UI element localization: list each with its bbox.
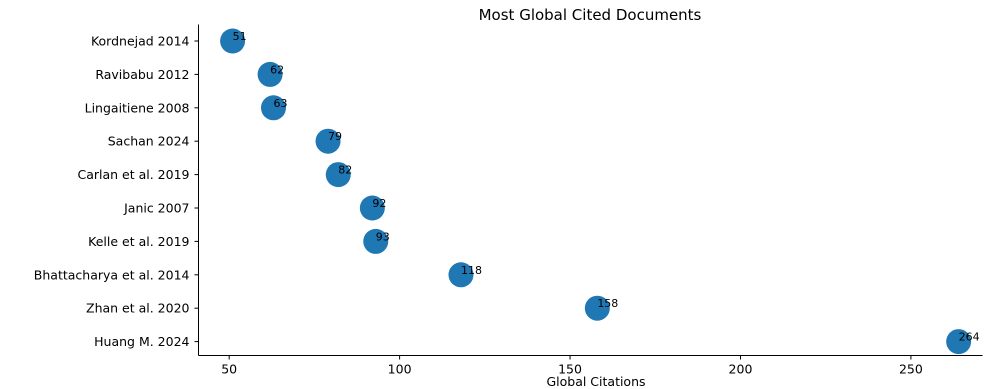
data-point [315,128,341,154]
data-point [260,95,286,121]
chart-title: Most Global Cited Documents [479,6,702,24]
data-point [359,195,385,221]
y-tick-label: Huang M. 2024 [94,334,189,349]
x-tick-label: 50 [221,362,237,377]
y-tick-label: Lingaitiene 2008 [85,100,190,115]
data-point [363,228,389,254]
data-label: 158 [597,297,618,310]
data-label: 92 [372,197,386,210]
data-label: 62 [270,63,284,76]
data-point [584,295,610,321]
y-tick-label: Kordnejad 2014 [91,34,190,49]
y-tick-label: Kelle et al. 2019 [88,234,189,249]
x-tick-label: 150 [558,362,582,377]
data-label: 82 [338,164,352,177]
data-labels: 51 62 63 79 82 92 93 118 158 264 [233,30,980,344]
data-point [448,262,474,288]
data-label: 264 [959,331,980,344]
y-tick-label: Carlan et al. 2019 [77,167,189,182]
y-tick-label: Zhan et al. 2020 [86,301,190,316]
data-point [946,329,972,355]
data-point [220,28,246,54]
x-tick-label: 250 [899,362,923,377]
data-label: 79 [328,130,342,143]
data-label: 51 [233,30,247,43]
data-points [220,28,972,355]
data-point [257,61,283,87]
data-label: 118 [461,264,482,277]
y-tick-label: Bhattacharya et al. 2014 [34,267,190,282]
y-tick-label: Sachan 2024 [108,134,190,149]
y-tick-label: Janic 2007 [123,201,189,216]
x-tick-label: 100 [388,362,412,377]
x-axis-label: Global Citations [546,374,645,389]
data-label: 63 [273,97,287,110]
y-tick-label: Ravibabu 2012 [95,67,189,82]
x-ticks: 50 100 150 200 250 [221,355,923,377]
data-label: 93 [376,230,390,243]
data-point [325,162,351,188]
x-tick-label: 200 [729,362,753,377]
y-tick-labels: Kordnejad 2014 Ravibabu 2012 Lingaitiene 2… [34,34,199,349]
